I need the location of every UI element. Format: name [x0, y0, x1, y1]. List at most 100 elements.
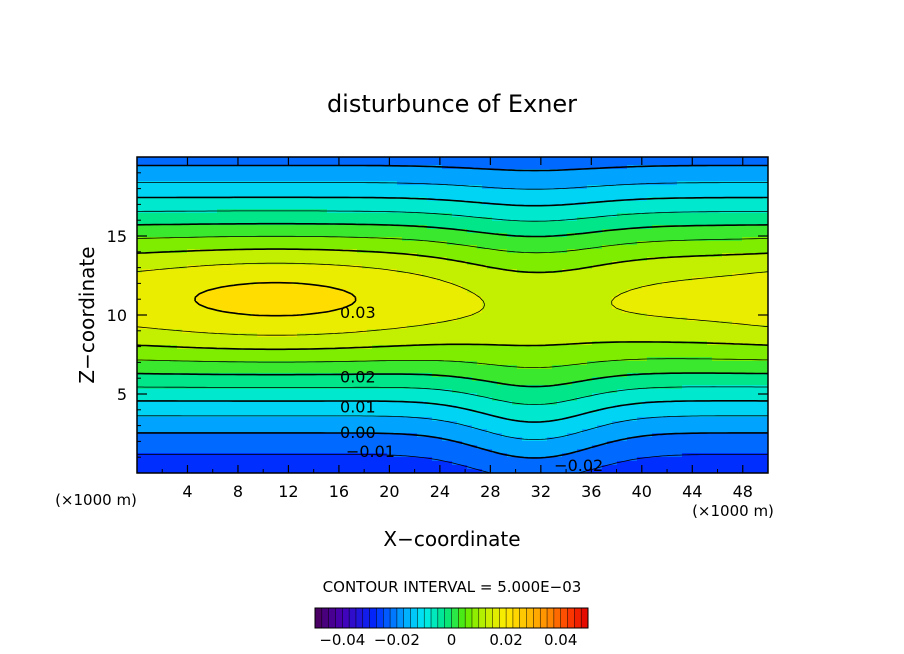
contour-cell: [477, 233, 483, 238]
contour-cell: [542, 225, 548, 230]
contour-cell: [712, 249, 718, 254]
contour-cell: [592, 205, 598, 210]
contour-cell: [522, 249, 528, 254]
contour-cell: [297, 277, 303, 282]
contour-cell: [282, 249, 288, 254]
contour-cell: [192, 229, 198, 234]
contour-cell: [392, 233, 398, 238]
contour-cell: [172, 245, 178, 250]
contour-cell: [312, 285, 318, 290]
contour-cell: [472, 157, 478, 162]
contour-cell: [557, 173, 563, 178]
contour-cell: [732, 217, 738, 222]
contour-cell: [212, 269, 218, 274]
contour-cell: [737, 253, 743, 258]
contour-cell: [527, 221, 533, 226]
contour-cell: [287, 265, 293, 270]
contour-cell: [732, 157, 738, 162]
contour-cell: [552, 181, 558, 186]
contour-cell: [562, 241, 568, 246]
contour-cell: [287, 209, 293, 214]
contour-cell: [277, 193, 283, 198]
contour-cell: [332, 273, 338, 278]
contour-cell: [652, 261, 658, 266]
contour-cell: [192, 217, 198, 222]
contour-cell: [707, 249, 713, 254]
contour-cell: [637, 173, 643, 178]
contour-cell: [147, 213, 153, 218]
contour-cell: [382, 309, 388, 314]
contour-cell: [272, 245, 278, 250]
contour-cell: [532, 237, 538, 242]
contour-cell: [247, 257, 253, 262]
contour-cell: [697, 213, 703, 218]
contour-cell: [722, 205, 728, 210]
contour-cell: [157, 273, 163, 278]
contour-cell: [162, 253, 168, 258]
contour-cell: [217, 245, 223, 250]
contour-cell: [752, 233, 758, 238]
contour-cell: [467, 281, 473, 286]
contour-cell: [472, 245, 478, 250]
contour-cell: [467, 233, 473, 238]
contour-cell: [317, 197, 323, 202]
contour-cell: [142, 165, 148, 170]
contour-cell: [737, 309, 743, 314]
contour-cell: [482, 253, 488, 258]
contour-cell: [157, 277, 163, 282]
contour-cell: [512, 289, 518, 294]
contour-cell: [377, 217, 383, 222]
contour-cell: [757, 309, 763, 314]
contour-cell: [227, 253, 233, 258]
contour-cell: [577, 301, 583, 306]
contour-cell: [367, 161, 373, 166]
contour-cell: [617, 229, 623, 234]
contour-cell: [682, 285, 688, 290]
contour-cell: [497, 213, 503, 218]
contour-cell: [397, 165, 403, 170]
contour-cell: [432, 257, 438, 262]
contour-cell: [687, 165, 693, 170]
contour-cell: [707, 169, 713, 174]
contour-cell: [182, 245, 188, 250]
contour-cell: [347, 289, 353, 294]
contour-cell: [377, 265, 383, 270]
contour-cell: [627, 209, 633, 214]
contour-cell: [397, 169, 403, 174]
contour-cell: [672, 301, 678, 306]
contour-cell: [247, 241, 253, 246]
contour-cell: [157, 241, 163, 246]
contour-cell: [147, 297, 153, 302]
contour-cell: [442, 277, 448, 282]
contour-cell: [287, 257, 293, 262]
contour-cell: [522, 241, 528, 246]
contour-cell: [382, 205, 388, 210]
contour-cell: [742, 233, 748, 238]
contour-cell: [247, 289, 253, 294]
contour-cell: [302, 293, 308, 298]
contour-cell: [747, 185, 753, 190]
contour-cell: [512, 177, 518, 182]
contour-cell: [237, 197, 243, 202]
contour-cell: [527, 301, 533, 306]
contour-cell: [172, 237, 178, 242]
contour-cell: [662, 233, 668, 238]
contour-cell: [432, 297, 438, 302]
contour-cell: [687, 209, 693, 214]
contour-cell: [137, 277, 143, 282]
contour-cell: [232, 197, 238, 202]
contour-cell: [407, 245, 413, 250]
contour-cell: [212, 249, 218, 254]
contour-cell: [137, 205, 143, 210]
contour-cell: [722, 225, 728, 230]
contour-cell: [377, 281, 383, 286]
contour-cell: [202, 233, 208, 238]
contour-cell: [647, 281, 653, 286]
contour-cell: [157, 289, 163, 294]
contour-cell: [177, 157, 183, 162]
contour-cell: [357, 197, 363, 202]
contour-cell: [452, 257, 458, 262]
contour-cell: [582, 189, 588, 194]
contour-cell: [677, 277, 683, 282]
contour-cell: [227, 177, 233, 182]
